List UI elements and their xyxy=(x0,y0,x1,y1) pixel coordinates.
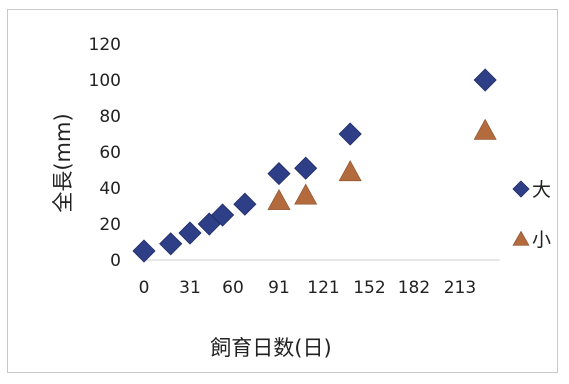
y-tick-label: 80 xyxy=(99,107,121,127)
x-tick-label: 152 xyxy=(353,278,385,298)
legend-label: 小 xyxy=(532,229,551,251)
data-point-diamond xyxy=(178,221,202,245)
chart-frame xyxy=(7,9,558,373)
data-point-diamond xyxy=(473,68,497,92)
x-axis-title: 飼育日数(日) xyxy=(210,336,331,360)
y-tick-label: 40 xyxy=(99,179,121,199)
y-tick-label: 100 xyxy=(89,71,121,91)
data-point-triangle xyxy=(267,188,291,210)
x-tick-label: 121 xyxy=(307,278,339,298)
data-point-triangle xyxy=(473,118,497,140)
x-tick-label: 60 xyxy=(222,278,244,298)
data-point-diamond xyxy=(159,232,183,256)
y-tick-label: 20 xyxy=(99,215,121,235)
y-axis-title: 全長(mm) xyxy=(51,113,75,212)
legend-triangle-icon xyxy=(512,230,530,246)
y-tick-label: 60 xyxy=(99,143,121,163)
data-point-triangle xyxy=(338,160,362,182)
data-point-diamond xyxy=(211,203,235,227)
y-tick-label: 0 xyxy=(110,251,121,271)
legend: 大小 xyxy=(512,179,551,251)
legend-label: 大 xyxy=(532,179,551,201)
series-small xyxy=(267,118,497,210)
legend-diamond-icon xyxy=(512,180,530,198)
data-point-diamond xyxy=(132,239,156,263)
data-point-diamond xyxy=(338,122,362,146)
series-layer xyxy=(132,68,497,263)
series-large xyxy=(132,68,497,263)
x-tick-label: 31 xyxy=(179,278,201,298)
x-tick-label: 213 xyxy=(444,278,476,298)
y-tick-label: 120 xyxy=(89,35,121,55)
x-tick-labels: 0 31 60 91 121 152 182 213 xyxy=(139,278,477,298)
y-tick-labels: 0 20 40 60 80 100 120 xyxy=(89,35,121,271)
data-point-triangle xyxy=(294,183,318,205)
data-point-diamond xyxy=(267,162,291,186)
x-tick-label: 182 xyxy=(398,278,430,298)
data-point-diamond xyxy=(294,156,318,180)
x-tick-label: 91 xyxy=(268,278,290,298)
data-point-diamond xyxy=(233,192,257,216)
x-tick-label: 0 xyxy=(139,278,150,298)
